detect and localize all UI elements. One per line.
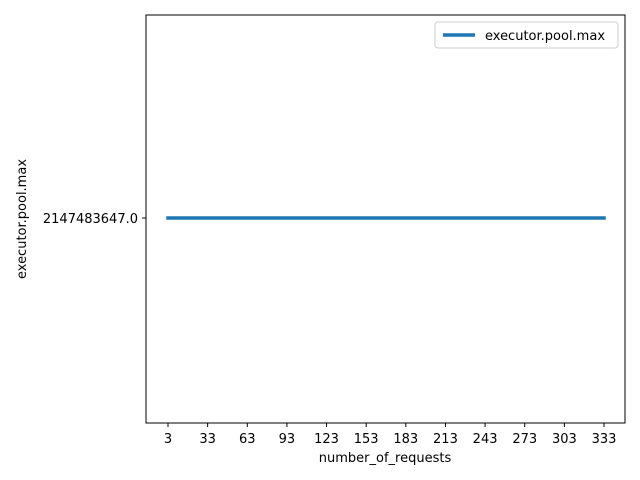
x-tick-label: 123 — [314, 432, 339, 447]
x-tick-label: 273 — [512, 432, 537, 447]
y-tick-label: 2147483647.0 — [43, 212, 138, 227]
legend-box — [434, 21, 619, 49]
legend-entry-executor-pool-max: executor.pool.max — [485, 29, 605, 44]
x-tick-label: 63 — [239, 432, 256, 447]
y-axis-label: executor.pool.max — [15, 159, 30, 279]
x-tick-label: 3 — [164, 432, 172, 447]
x-axis-ticks: 3 33 63 93 123 153 183 213 243 273 303 333 — [164, 423, 617, 447]
x-axis-label: number_of_requests — [319, 451, 452, 466]
x-tick-label: 93 — [279, 432, 296, 447]
x-tick-label: 213 — [433, 432, 458, 447]
x-tick-label: 303 — [552, 432, 577, 447]
x-tick-label: 33 — [199, 432, 216, 447]
x-tick-label: 153 — [354, 432, 379, 447]
x-tick-label: 243 — [473, 432, 498, 447]
y-axis-ticks: 2147483647.0 — [43, 212, 146, 227]
x-tick-label: 333 — [592, 432, 617, 447]
legend: executor.pool.max — [434, 21, 619, 49]
x-tick-label: 183 — [393, 432, 418, 447]
